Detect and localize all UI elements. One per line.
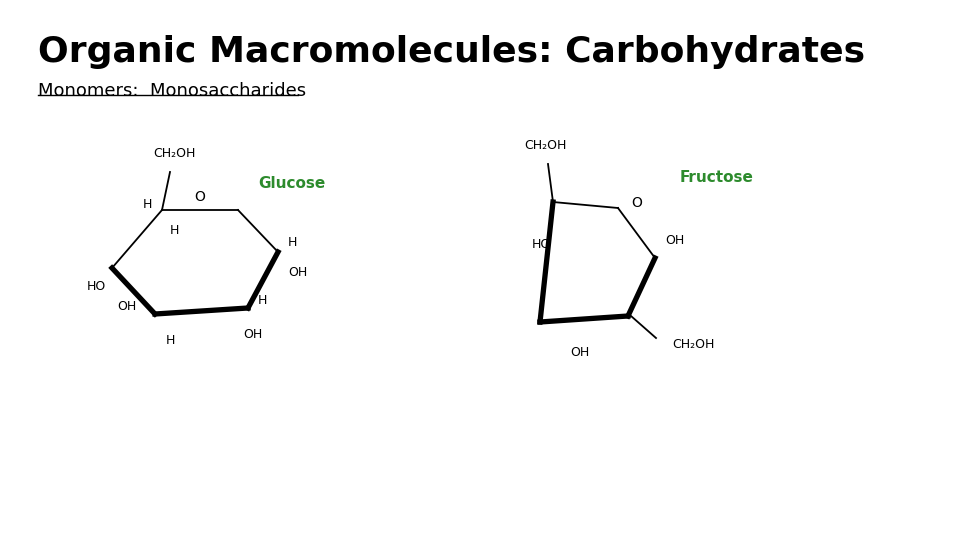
- Text: OH: OH: [244, 328, 263, 341]
- Text: Organic Macromolecules: Carbohydrates: Organic Macromolecules: Carbohydrates: [38, 35, 865, 69]
- Text: CH₂OH: CH₂OH: [672, 338, 714, 350]
- Text: CH₂OH: CH₂OH: [153, 147, 195, 160]
- Text: OH: OH: [118, 300, 137, 313]
- Text: Glucose: Glucose: [258, 177, 325, 192]
- Text: OH: OH: [665, 233, 684, 246]
- Text: H: H: [165, 334, 175, 347]
- Text: Monomers:  Monosaccharides: Monomers: Monosaccharides: [38, 82, 306, 100]
- Text: OH: OH: [288, 266, 307, 279]
- Text: CH₂OH: CH₂OH: [524, 139, 566, 152]
- Text: H: H: [288, 235, 298, 248]
- Text: H: H: [143, 199, 152, 212]
- Text: H: H: [169, 224, 179, 237]
- Text: Fructose: Fructose: [680, 171, 754, 186]
- Text: O: O: [632, 196, 642, 210]
- Text: HO: HO: [86, 280, 106, 293]
- Text: O: O: [195, 190, 205, 204]
- Text: OH: OH: [570, 346, 589, 359]
- Text: H: H: [258, 294, 268, 307]
- Text: HO: HO: [532, 238, 551, 251]
